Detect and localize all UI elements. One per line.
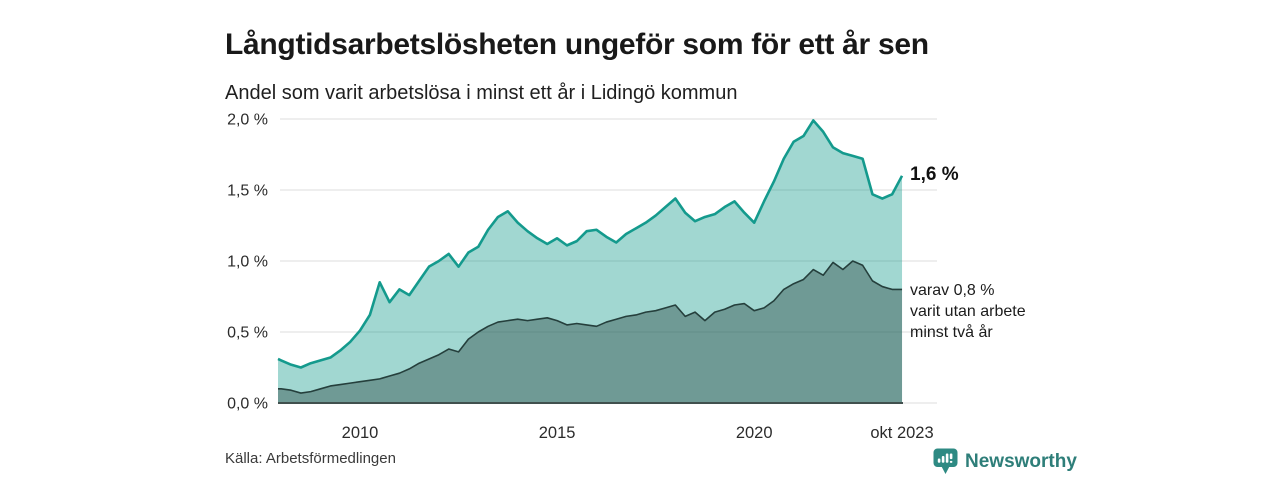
chart-subtitle: Andel som varit arbetslösa i minst ett å… — [225, 82, 738, 104]
y-tick-label: 2,0 % — [227, 112, 268, 129]
end-value-label-total: 1,6 % — [910, 164, 959, 185]
area-min-two-years — [278, 261, 903, 403]
subset-annotation-line: minst två år — [910, 324, 993, 341]
line-min-two-years — [278, 260, 903, 394]
newsworthy-bars-bubble-icon — [933, 448, 958, 474]
x-tick-label: okt 2023 — [870, 424, 933, 442]
line-total-one-year — [277, 119, 904, 369]
y-tick-label: 1,0 % — [227, 254, 268, 271]
chart-title: Långtidsarbetslösheten ungeför som för e… — [225, 28, 929, 62]
subset-annotation-line: varav 0,8 % — [910, 282, 995, 299]
x-tick-label: 2010 — [342, 424, 379, 442]
source-note: Källa: Arbetsförmedlingen — [225, 450, 396, 467]
newsworthy-logo[interactable]: Newsworthy — [933, 448, 1077, 475]
y-tick-label: 1,5 % — [227, 183, 268, 200]
x-tick-label: 2020 — [736, 424, 773, 442]
y-tick-label: 0,0 % — [227, 396, 268, 413]
y-tick-label: 0,5 % — [227, 325, 268, 342]
x-tick-label: 2015 — [539, 424, 576, 442]
area-total-one-year — [278, 120, 903, 404]
end-value-label-subset: varav 0,8 % varit utan arbete minst två … — [910, 280, 1026, 343]
subset-annotation-line: varit utan arbete — [910, 303, 1026, 320]
newsworthy-wordmark: Newsworthy — [965, 450, 1077, 472]
